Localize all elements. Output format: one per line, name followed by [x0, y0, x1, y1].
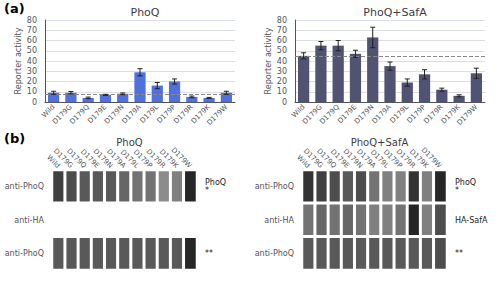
svg-text:*: *: [455, 186, 459, 195]
svg-text:anti-PhoQ: anti-PhoQ: [255, 249, 294, 258]
svg-text:D179W: D179W: [419, 146, 443, 170]
svg-text:(a): (a): [4, 1, 25, 16]
svg-text:50: 50: [277, 46, 287, 55]
svg-text:D179P: D179P: [131, 148, 154, 170]
svg-text:D179E: D179E: [336, 103, 359, 126]
svg-text:PhoQ: PhoQ: [131, 6, 160, 19]
svg-text:D179A: D179A: [355, 147, 378, 170]
svg-text:0: 0: [32, 98, 37, 107]
svg-text:80: 80: [27, 16, 37, 25]
svg-text:D179E: D179E: [329, 147, 351, 170]
svg-text:D179Q: D179Q: [65, 147, 88, 170]
svg-text:D179N: D179N: [341, 147, 365, 170]
svg-text:D179E: D179E: [79, 147, 101, 170]
svg-text:D179L: D179L: [388, 103, 411, 125]
svg-text:D179W: D179W: [455, 103, 479, 127]
svg-text:Wild: Wild: [295, 153, 312, 170]
svg-text:D179G: D179G: [51, 103, 74, 126]
svg-text:(b): (b): [4, 131, 25, 146]
svg-text:0: 0: [282, 98, 287, 107]
svg-text:HA-SafA: HA-SafA: [455, 216, 488, 225]
svg-text:70: 70: [27, 26, 37, 35]
svg-text:60: 60: [27, 36, 37, 45]
svg-text:20: 20: [277, 77, 287, 86]
svg-text:Wild: Wild: [40, 103, 57, 120]
svg-text:Wild: Wild: [290, 103, 307, 120]
svg-text:PhoQ+SafA: PhoQ+SafA: [351, 137, 409, 148]
svg-text:D179Q: D179Q: [315, 147, 338, 170]
svg-text:D179P: D179P: [405, 103, 428, 125]
svg-text:PhoQ+SafA: PhoQ+SafA: [363, 6, 427, 19]
svg-text:anti-HA: anti-HA: [264, 216, 294, 225]
svg-text:Reporter activity: Reporter activity: [14, 27, 23, 94]
svg-text:10: 10: [27, 87, 37, 96]
svg-text:**: **: [455, 249, 463, 258]
svg-text:D179R: D179R: [422, 103, 445, 126]
svg-text:D179K: D179K: [157, 147, 181, 170]
svg-text:D179P: D179P: [381, 148, 404, 170]
svg-text:D179L: D179L: [118, 148, 141, 170]
svg-text:60: 60: [277, 36, 287, 45]
svg-text:80: 80: [277, 16, 287, 25]
svg-text:D179K: D179K: [407, 147, 431, 170]
svg-text:10: 10: [277, 87, 287, 96]
svg-text:*: *: [205, 186, 209, 195]
svg-text:D179N: D179N: [103, 103, 126, 126]
svg-text:D179P: D179P: [155, 103, 178, 125]
svg-text:D179R: D179R: [394, 147, 417, 170]
svg-text:D179A: D179A: [105, 147, 128, 170]
svg-text:D179K: D179K: [439, 103, 462, 126]
svg-text:D179A: D179A: [371, 103, 393, 125]
svg-text:anti-HA: anti-HA: [14, 216, 44, 225]
svg-text:D179A: D179A: [121, 103, 143, 125]
svg-text:D179L: D179L: [368, 148, 391, 170]
svg-text:D179W: D179W: [205, 103, 229, 127]
svg-text:anti-PhoQ: anti-PhoQ: [5, 182, 44, 191]
svg-text:D179N: D179N: [353, 103, 376, 126]
svg-text:D179G: D179G: [301, 103, 324, 126]
svg-text:D179N: D179N: [91, 147, 115, 170]
svg-text:D179W: D179W: [169, 146, 193, 170]
svg-text:Reporter activity: Reporter activity: [264, 27, 273, 94]
svg-text:20: 20: [27, 77, 37, 86]
svg-text:anti-PhoQ: anti-PhoQ: [255, 182, 294, 191]
svg-text:D179G: D179G: [51, 147, 75, 170]
svg-text:30: 30: [27, 67, 37, 76]
svg-text:70: 70: [277, 26, 287, 35]
svg-text:D179K: D179K: [189, 103, 212, 126]
svg-text:D179E: D179E: [86, 103, 109, 126]
svg-text:D179G: D179G: [301, 147, 325, 170]
svg-text:D179R: D179R: [144, 147, 167, 170]
svg-text:D179Q: D179Q: [68, 103, 91, 126]
svg-text:Wild: Wild: [45, 153, 62, 170]
svg-text:PhoQ: PhoQ: [205, 178, 227, 188]
svg-text:D179L: D179L: [138, 103, 161, 125]
svg-text:**: **: [205, 249, 213, 258]
svg-text:PhoQ: PhoQ: [455, 178, 477, 188]
svg-text:40: 40: [27, 57, 37, 66]
svg-text:40: 40: [277, 57, 287, 66]
svg-text:anti-PhoQ: anti-PhoQ: [5, 249, 44, 258]
svg-text:D179Q: D179Q: [318, 103, 341, 126]
svg-text:50: 50: [27, 46, 37, 55]
svg-text:D179R: D179R: [172, 103, 195, 126]
svg-text:PhoQ: PhoQ: [116, 137, 142, 148]
svg-text:30: 30: [277, 67, 287, 76]
